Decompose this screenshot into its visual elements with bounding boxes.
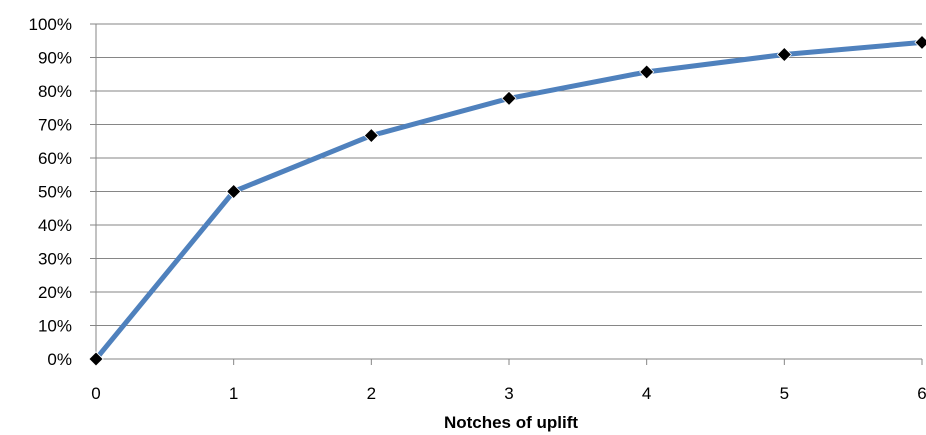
- data-point-marker: [226, 183, 242, 200]
- y-tick-label: 70%: [38, 116, 72, 135]
- series-line-0: [93, 39, 925, 362]
- y-tick-label: 50%: [38, 183, 72, 202]
- y-tick-label: 90%: [38, 49, 72, 68]
- x-tick-label: 6: [917, 384, 926, 403]
- data-point-marker: [501, 90, 517, 106]
- y-tick-label: 10%: [38, 317, 72, 336]
- x-axis-tick-labels: 0 1 2 3 4 5 6: [91, 384, 926, 403]
- y-axis-tick-labels: 0% 10% 20% 30% 40% 50% 60% 70% 80% 90% 100%: [29, 15, 72, 369]
- y-tick-label: 20%: [38, 283, 72, 302]
- x-axis-title: Notches of uplift: [444, 413, 578, 432]
- x-tick-label: 3: [504, 384, 513, 403]
- y-tick-label: 40%: [38, 216, 72, 235]
- x-axis: [95, 24, 923, 365]
- y-tick-label: 100%: [29, 15, 72, 34]
- y-tick-label: 30%: [38, 250, 72, 269]
- y-tick-label: 80%: [38, 82, 72, 101]
- series-group: [88, 34, 926, 367]
- x-tick-label: 4: [642, 384, 651, 403]
- data-point-marker: [914, 34, 926, 50]
- x-tick-label: 0: [91, 384, 100, 403]
- x-tick-label: 1: [229, 384, 238, 403]
- y-tick-label: 0%: [47, 350, 72, 369]
- data-point-marker: [88, 351, 104, 367]
- data-point-marker: [639, 64, 655, 80]
- x-tick-label: 5: [780, 384, 789, 403]
- data-point-marker: [363, 127, 379, 144]
- y-tick-label: 60%: [38, 149, 72, 168]
- grid-lines: [90, 23, 922, 360]
- x-tick-label: 2: [367, 384, 376, 403]
- data-point-marker: [776, 46, 792, 63]
